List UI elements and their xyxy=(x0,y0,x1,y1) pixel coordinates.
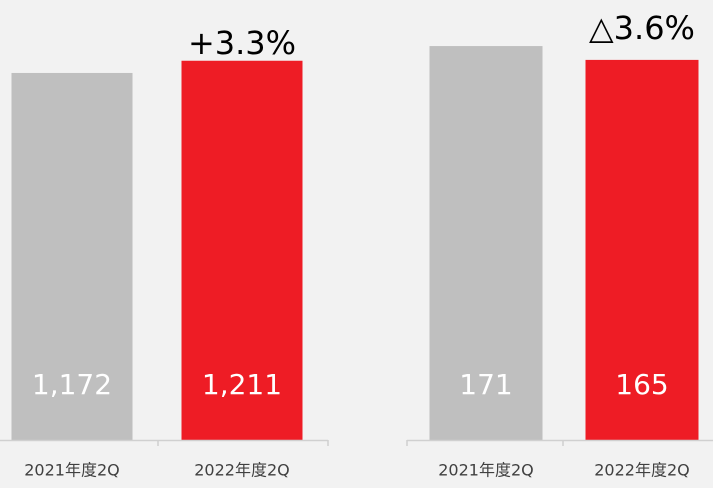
change-annotation: +3.3% xyxy=(188,24,296,62)
bar xyxy=(585,59,699,440)
x-tick-label: 2022年度2Q xyxy=(594,461,690,480)
x-tick-label: 2021年度2Q xyxy=(438,461,534,480)
bar xyxy=(11,72,133,441)
value-label: 1,172 xyxy=(32,368,112,401)
x-tick-label: 2022年度2Q xyxy=(194,461,290,480)
bar xyxy=(181,60,303,440)
value-label: 1,211 xyxy=(202,368,282,401)
change-annotation: △3.6% xyxy=(589,9,695,47)
bar xyxy=(429,46,543,440)
x-tick-label: 2021年度2Q xyxy=(24,461,120,480)
value-label: 171 xyxy=(459,368,512,401)
value-label: 165 xyxy=(615,368,668,401)
